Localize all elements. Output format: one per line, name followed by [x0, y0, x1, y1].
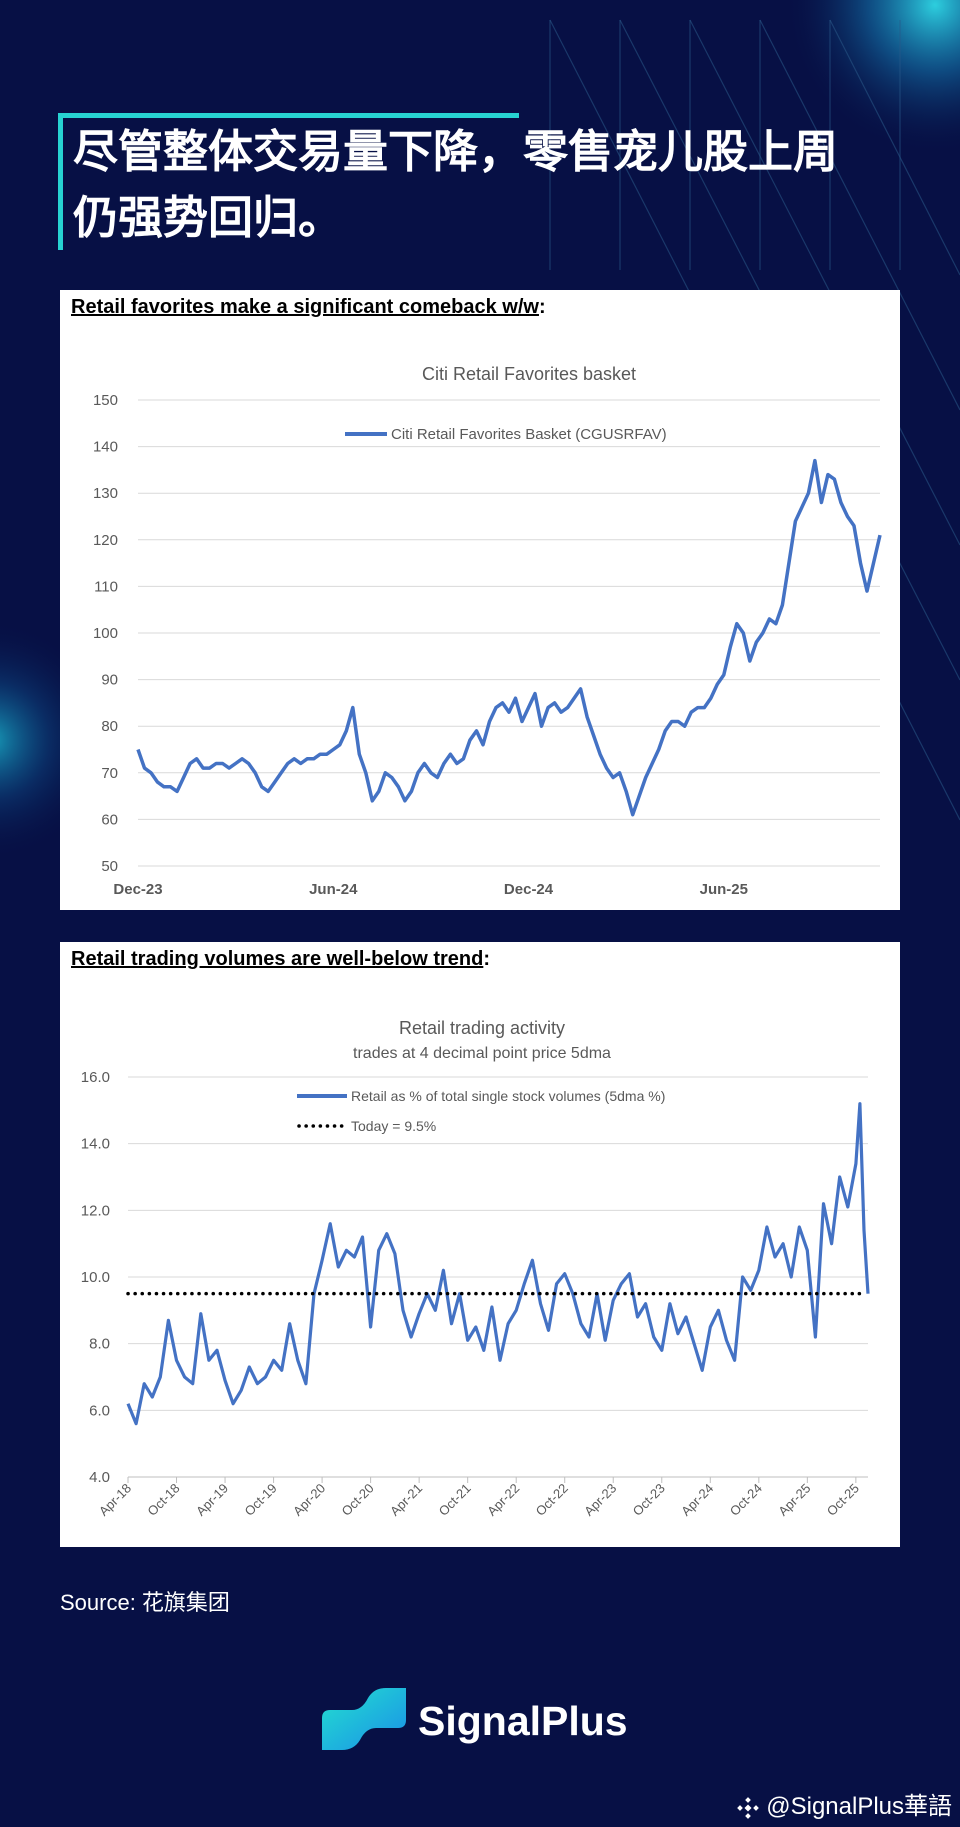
x-tick-label: Apr-20: [290, 1481, 328, 1519]
brand-name: SignalPlus: [418, 1698, 628, 1744]
y-tick-label: 60: [101, 811, 118, 828]
x-tick-label: Apr-21: [387, 1481, 425, 1519]
chart-panel-retail-volumes: Retail trading volumes are well-below tr…: [60, 942, 900, 1547]
page-title: 尽管整体交易量下降，零售宠儿股上周 仍强势回归。: [73, 119, 893, 251]
x-tick-label: Oct-18: [144, 1481, 182, 1519]
x-tick-label: Apr-23: [581, 1481, 619, 1519]
legend-label-today: Today = 9.5%: [351, 1118, 436, 1134]
y-tick-label: 120: [93, 532, 118, 549]
retail-favorites-chart: Citi Retail Favorites basket 50 60 70 80 90 10…: [93, 364, 882, 898]
retail-volumes-chart: Retail trading activity trades at 4 decim…: [81, 1018, 870, 1519]
signalplus-logo-icon: [322, 1688, 406, 1750]
x-tick-label: Apr-25: [775, 1481, 813, 1519]
y-tick-label: 4.0: [89, 1469, 110, 1486]
x-tick-label: Oct-24: [727, 1481, 765, 1519]
panel-heading-text: Retail favorites make a significant come…: [71, 296, 539, 318]
panel-heading-colon: :: [483, 948, 490, 970]
x-tick-label: Jun-25: [700, 881, 748, 898]
series-line-cgusrfav: [136, 458, 882, 817]
y-tick-label: 70: [101, 765, 118, 782]
y-tick-label: 100: [93, 625, 118, 642]
y-tick-label: 150: [93, 392, 118, 409]
legend-label-series: Retail as % of total single stock volume…: [351, 1088, 665, 1104]
binance-diamond-icon: [736, 1796, 759, 1819]
watermark-text: @SignalPlus華語: [766, 1793, 952, 1820]
x-tick-label: Oct-23: [630, 1481, 668, 1519]
headline-line-2: 仍强势回归。: [73, 191, 344, 244]
x-tick-label: Oct-22: [533, 1481, 571, 1519]
x-tick-label: Oct-20: [339, 1481, 377, 1519]
panel-heading: Retail favorites make a significant come…: [71, 296, 546, 319]
series-line-retail-share: [126, 1102, 870, 1426]
chart-subtitle: trades at 4 decimal point price 5dma: [353, 1045, 611, 1062]
y-tick-label: 50: [101, 858, 118, 875]
x-tick-label: Jun-24: [309, 881, 358, 898]
y-tick-label: 12.0: [81, 1202, 110, 1219]
chart-panel-retail-favorites: Retail favorites make a significant come…: [60, 290, 900, 910]
legend-label: Citi Retail Favorites Basket (CGUSRFAV): [391, 426, 667, 443]
x-tick-label: Apr-18: [96, 1481, 134, 1519]
x-tick-label: Apr-19: [193, 1481, 231, 1519]
x-tick-label: Oct-25: [824, 1481, 862, 1519]
x-tick-label: Oct-19: [242, 1481, 280, 1519]
headline-line-1: 尽管整体交易量下降，零售宠儿股上周: [73, 125, 839, 178]
panel-heading-colon: :: [538, 296, 546, 318]
panel-heading: Retail trading volumes are well-below tr…: [71, 948, 490, 971]
source-note: Source: 花旗集团: [60, 1590, 230, 1615]
watermark: @SignalPlus華語: [736, 1786, 952, 1821]
panel-heading-text: Retail trading volumes are well-below tr…: [71, 948, 484, 970]
headline-box: 尽管整体交易量下降，零售宠儿股上周 仍强势回归。: [58, 113, 903, 250]
chart-title: Citi Retail Favorites basket: [422, 364, 636, 384]
y-tick-label: 8.0: [89, 1336, 110, 1353]
brand-lockup: SignalPlus: [322, 1688, 652, 1754]
y-tick-label: 110: [94, 578, 118, 595]
y-tick-label: 140: [93, 439, 118, 456]
y-tick-label: 90: [101, 672, 118, 689]
y-tick-label: 10.0: [81, 1269, 110, 1286]
y-tick-label: 14.0: [81, 1136, 110, 1153]
y-tick-label: 6.0: [89, 1402, 110, 1419]
x-tick-label: Apr-22: [484, 1481, 522, 1519]
y-tick-label: 130: [93, 485, 118, 502]
x-tick-label: Oct-21: [436, 1481, 474, 1519]
headline-accent-bar: [63, 113, 519, 118]
x-tick-label: Apr-24: [678, 1481, 716, 1519]
chart-title: Retail trading activity: [399, 1018, 565, 1038]
x-tick-label: Dec-24: [504, 881, 554, 898]
x-tick-label: Dec-23: [113, 881, 162, 898]
y-tick-label: 80: [101, 718, 118, 735]
y-tick-label: 16.0: [81, 1069, 110, 1086]
